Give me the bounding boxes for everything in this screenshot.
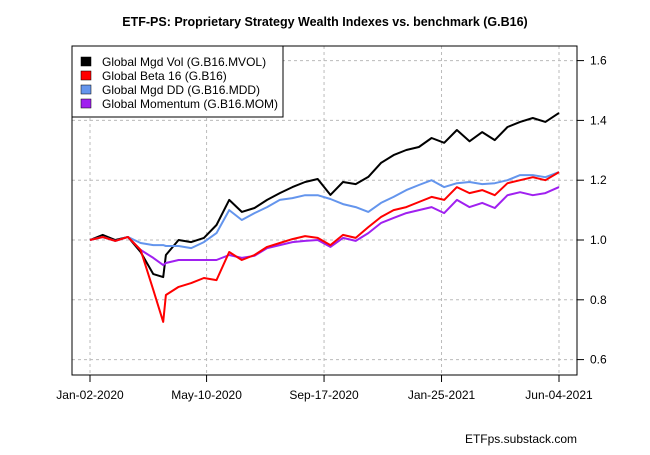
legend-swatch: [80, 84, 92, 95]
legend: Global Mgd Vol (G.B16.MVOL)Global Beta 1…: [71, 45, 284, 118]
legend-swatch: [80, 98, 92, 109]
series-line-1: [89, 186, 560, 267]
x-tick-label: Jan-02-2020: [56, 388, 124, 402]
x-tick-label: Jun-04-2021: [525, 388, 593, 402]
series-line-0: [89, 112, 560, 279]
x-tick-label: May-10-2020: [171, 388, 242, 402]
y-tick-label: 1.6: [590, 54, 607, 68]
y-tick-label: 0.8: [590, 293, 607, 307]
y-tick-label: 0.6: [590, 353, 607, 367]
legend-swatch: [80, 56, 92, 67]
source-credit: ETFps.substack.com: [465, 432, 577, 446]
series-line-3: [89, 171, 560, 323]
legend-label: Global Mgd DD (G.B16.MDD): [102, 83, 260, 97]
y-tick-label: 1.0: [590, 233, 607, 247]
legend-label: Global Beta 16 (G.B16): [102, 69, 227, 83]
legend-label: Global Momentum (G.B16.MOM): [102, 97, 278, 111]
y-axis: 0.6 0.8 1.0 1.2 1.4 1.6: [576, 54, 607, 367]
chart-title: ETF-PS: Proprietary Strategy Wealth Inde…: [122, 15, 527, 29]
series-lines: [89, 112, 560, 323]
legend-label: Global Mgd Vol (G.B16.MVOL): [102, 55, 266, 69]
x-tick-label: Sep-17-2020: [289, 388, 359, 402]
legend-swatch: [80, 70, 92, 81]
legend-box: [71, 45, 284, 118]
series-line-2: [89, 171, 560, 250]
y-tick-label: 1.2: [590, 173, 607, 187]
x-tick-label: Jan-25-2021: [408, 388, 476, 402]
y-tick-label: 1.4: [590, 113, 607, 127]
x-axis: Jan-02-2020 May-10-2020 Sep-17-2020 Jan-25-…: [56, 374, 593, 402]
